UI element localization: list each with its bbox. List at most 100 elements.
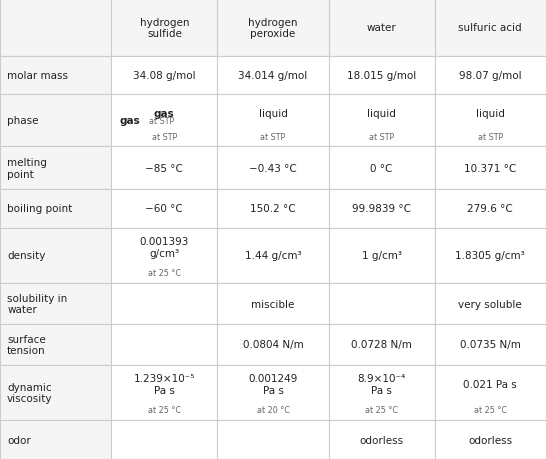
Bar: [111, 56, 217, 95]
Bar: [0, 284, 111, 325]
Bar: [329, 147, 435, 190]
Text: at STP: at STP: [260, 132, 286, 141]
Text: at 25 °C: at 25 °C: [148, 268, 181, 277]
Text: 1.44 g/cm³: 1.44 g/cm³: [245, 251, 301, 261]
Bar: [435, 420, 546, 459]
Text: 0.001249
Pa s: 0.001249 Pa s: [248, 374, 298, 395]
Bar: [0, 190, 111, 228]
Text: 0.0735 N/m: 0.0735 N/m: [460, 340, 521, 350]
Text: very soluble: very soluble: [459, 299, 522, 309]
Text: odor: odor: [7, 435, 31, 445]
Text: surface
tension: surface tension: [7, 334, 46, 355]
Text: odorless: odorless: [468, 435, 512, 445]
Text: −85 °C: −85 °C: [145, 163, 183, 174]
Text: at STP: at STP: [149, 117, 174, 126]
Text: dynamic
viscosity: dynamic viscosity: [7, 382, 52, 403]
Text: 18.015 g/mol: 18.015 g/mol: [347, 71, 416, 81]
Text: at STP: at STP: [369, 132, 394, 141]
Bar: [435, 228, 546, 284]
Bar: [111, 228, 217, 284]
Text: 34.014 g/mol: 34.014 g/mol: [239, 71, 307, 81]
Bar: [217, 228, 329, 284]
Text: gas: gas: [120, 116, 140, 126]
Text: 150.2 °C: 150.2 °C: [250, 204, 296, 214]
Bar: [0, 365, 111, 420]
Bar: [435, 95, 546, 147]
Bar: [111, 0, 217, 56]
Text: boiling point: boiling point: [7, 204, 73, 214]
Text: molar mass: molar mass: [7, 71, 68, 81]
Text: at 25 °C: at 25 °C: [474, 405, 507, 414]
Text: 0.001393
g/cm³: 0.001393 g/cm³: [140, 237, 189, 258]
Text: odorless: odorless: [360, 435, 403, 445]
Bar: [0, 56, 111, 95]
Bar: [435, 365, 546, 420]
Bar: [0, 228, 111, 284]
Bar: [217, 284, 329, 325]
Text: 0.0728 N/m: 0.0728 N/m: [351, 340, 412, 350]
Text: liquid: liquid: [259, 108, 287, 118]
Bar: [217, 147, 329, 190]
Text: liquid: liquid: [367, 108, 396, 118]
Bar: [217, 56, 329, 95]
Text: 99.9839 °C: 99.9839 °C: [352, 204, 411, 214]
Bar: [435, 190, 546, 228]
Text: 98.07 g/mol: 98.07 g/mol: [459, 71, 521, 81]
Bar: [217, 420, 329, 459]
Text: density: density: [7, 251, 45, 261]
Text: at 20 °C: at 20 °C: [257, 405, 289, 414]
Bar: [435, 0, 546, 56]
Text: at STP: at STP: [478, 132, 503, 141]
Text: 1.239×10⁻⁵
Pa s: 1.239×10⁻⁵ Pa s: [134, 374, 195, 395]
Bar: [329, 325, 435, 365]
Text: phase: phase: [7, 116, 39, 126]
Text: miscible: miscible: [251, 299, 295, 309]
Text: gas: gas: [154, 108, 175, 118]
Text: 1 g/cm³: 1 g/cm³: [361, 251, 402, 261]
Bar: [329, 56, 435, 95]
Text: melting
point: melting point: [7, 157, 47, 179]
Text: at 25 °C: at 25 °C: [365, 405, 398, 414]
Text: 10.371 °C: 10.371 °C: [464, 163, 517, 174]
Bar: [217, 190, 329, 228]
Bar: [329, 0, 435, 56]
Text: at STP: at STP: [152, 132, 177, 141]
Bar: [435, 325, 546, 365]
Bar: [111, 365, 217, 420]
Bar: [329, 284, 435, 325]
Bar: [0, 420, 111, 459]
Bar: [217, 95, 329, 147]
Text: 1.8305 g/cm³: 1.8305 g/cm³: [455, 251, 525, 261]
Bar: [217, 0, 329, 56]
Text: −0.43 °C: −0.43 °C: [249, 163, 297, 174]
Text: hydrogen
peroxide: hydrogen peroxide: [248, 17, 298, 39]
Bar: [111, 190, 217, 228]
Bar: [111, 284, 217, 325]
Bar: [329, 365, 435, 420]
Bar: [0, 325, 111, 365]
Bar: [435, 284, 546, 325]
Text: −60 °C: −60 °C: [145, 204, 183, 214]
Text: 0.021 Pa s: 0.021 Pa s: [464, 380, 517, 389]
Bar: [329, 420, 435, 459]
Bar: [329, 95, 435, 147]
Text: 8.9×10⁻⁴
Pa s: 8.9×10⁻⁴ Pa s: [358, 374, 406, 395]
Bar: [329, 228, 435, 284]
Text: solubility in
water: solubility in water: [7, 293, 67, 315]
Bar: [0, 95, 111, 147]
Text: water: water: [367, 23, 396, 34]
Text: 279.6 °C: 279.6 °C: [467, 204, 513, 214]
Bar: [0, 147, 111, 190]
Bar: [329, 190, 435, 228]
Text: at 25 °C: at 25 °C: [148, 405, 181, 414]
Text: 0 °C: 0 °C: [370, 163, 393, 174]
Bar: [217, 325, 329, 365]
Text: 0.0804 N/m: 0.0804 N/m: [242, 340, 304, 350]
Bar: [217, 365, 329, 420]
Bar: [0, 0, 111, 56]
Bar: [435, 147, 546, 190]
Text: liquid: liquid: [476, 108, 505, 118]
Text: sulfuric acid: sulfuric acid: [459, 23, 522, 34]
Bar: [111, 325, 217, 365]
Bar: [435, 56, 546, 95]
